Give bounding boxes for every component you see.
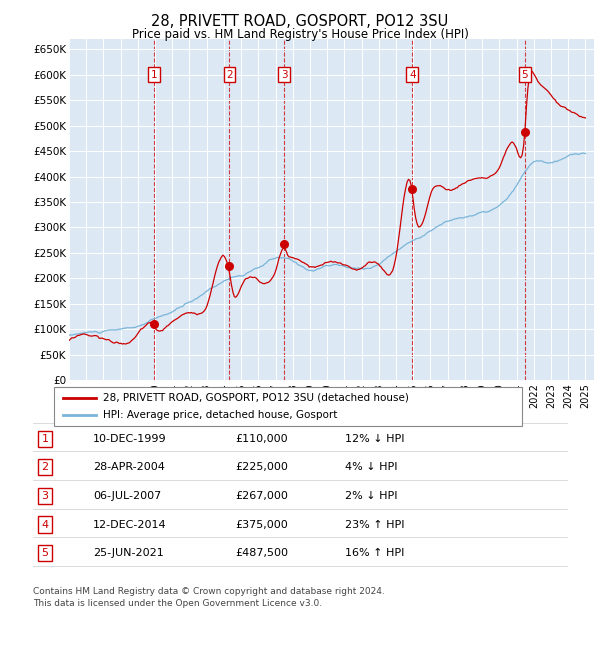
Text: 16% ↑ HPI: 16% ↑ HPI [345,548,404,558]
Text: 5: 5 [521,70,528,80]
Text: 28-APR-2004: 28-APR-2004 [93,462,165,473]
Text: 3: 3 [41,491,49,501]
Text: 12% ↓ HPI: 12% ↓ HPI [345,434,404,444]
Text: 3: 3 [281,70,287,80]
Text: 2% ↓ HPI: 2% ↓ HPI [345,491,398,501]
Text: £375,000: £375,000 [235,519,288,530]
Text: 4% ↓ HPI: 4% ↓ HPI [345,462,398,473]
Text: £487,500: £487,500 [235,548,288,558]
Text: 2: 2 [41,462,49,473]
Text: HPI: Average price, detached house, Gosport: HPI: Average price, detached house, Gosp… [103,410,338,420]
Text: 4: 4 [41,519,49,530]
Text: 2: 2 [226,70,233,80]
Text: 5: 5 [41,548,49,558]
Text: 23% ↑ HPI: 23% ↑ HPI [345,519,404,530]
Text: 25-JUN-2021: 25-JUN-2021 [93,548,164,558]
Text: Contains HM Land Registry data © Crown copyright and database right 2024.
This d: Contains HM Land Registry data © Crown c… [33,587,385,608]
Text: £267,000: £267,000 [235,491,288,501]
Text: 28, PRIVETT ROAD, GOSPORT, PO12 3SU: 28, PRIVETT ROAD, GOSPORT, PO12 3SU [151,14,449,29]
Text: £110,000: £110,000 [235,434,288,444]
Text: 12-DEC-2014: 12-DEC-2014 [93,519,167,530]
Text: £225,000: £225,000 [235,462,288,473]
Text: 10-DEC-1999: 10-DEC-1999 [93,434,167,444]
Text: 06-JUL-2007: 06-JUL-2007 [93,491,161,501]
Text: 1: 1 [151,70,157,80]
Text: 28, PRIVETT ROAD, GOSPORT, PO12 3SU (detached house): 28, PRIVETT ROAD, GOSPORT, PO12 3SU (det… [103,393,409,402]
Text: 1: 1 [41,434,49,444]
Text: 4: 4 [409,70,416,80]
Text: Price paid vs. HM Land Registry's House Price Index (HPI): Price paid vs. HM Land Registry's House … [131,28,469,41]
